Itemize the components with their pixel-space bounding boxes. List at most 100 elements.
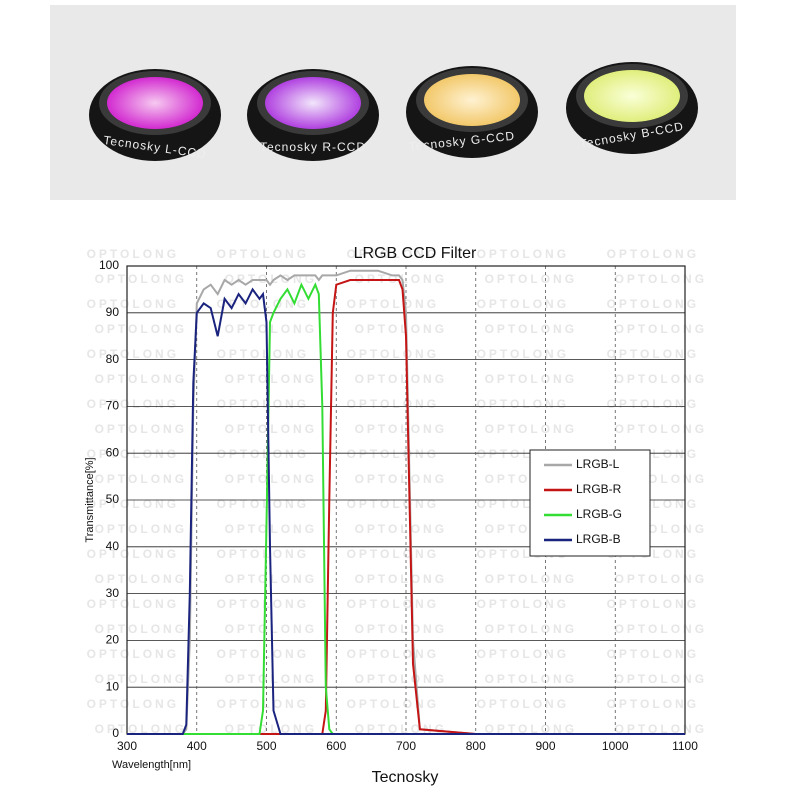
watermark: OPTOLONG xyxy=(225,672,317,686)
watermark: OPTOLONG xyxy=(95,372,187,386)
y-tick-label: 60 xyxy=(106,445,120,459)
watermark: OPTOLONG xyxy=(217,397,309,411)
watermark: OPTOLONG xyxy=(477,297,569,311)
filter: Tecnosky R-CCD xyxy=(247,69,379,161)
watermark: OPTOLONG xyxy=(95,472,187,486)
watermark: OPTOLONG xyxy=(347,247,439,261)
watermark: OPTOLONG xyxy=(355,622,447,636)
watermark: OPTOLONG xyxy=(217,647,309,661)
y-tick-label: 70 xyxy=(106,399,120,413)
watermark: OPTOLONG xyxy=(87,397,179,411)
watermark: OPTOLONG xyxy=(477,247,569,261)
filter: Tecnosky B-CCD xyxy=(566,62,698,154)
watermark: OPTOLONG xyxy=(615,322,707,336)
watermark: OPTOLONG xyxy=(347,647,439,661)
watermark: OPTOLONG xyxy=(347,397,439,411)
watermark: OPTOLONG xyxy=(355,572,447,586)
watermark: OPTOLONG xyxy=(87,597,179,611)
watermark: OPTOLONG xyxy=(355,422,447,436)
series-line xyxy=(127,287,685,735)
watermark: OPTOLONG xyxy=(355,722,447,736)
y-tick-label: 0 xyxy=(112,726,119,740)
watermark: OPTOLONG xyxy=(95,572,187,586)
watermark: OPTOLONG xyxy=(355,322,447,336)
watermark: OPTOLONG xyxy=(347,547,439,561)
watermark: OPTOLONG xyxy=(347,697,439,711)
watermark: OPTOLONG xyxy=(217,597,309,611)
legend-label: LRGB-G xyxy=(576,507,622,521)
watermark: OPTOLONG xyxy=(87,697,179,711)
watermark: OPTOLONG xyxy=(225,572,317,586)
watermark: OPTOLONG xyxy=(87,547,179,561)
watermark: OPTOLONG xyxy=(607,247,699,261)
watermark: OPTOLONG xyxy=(355,672,447,686)
x-tick-label: 900 xyxy=(535,739,555,753)
x-tick-label: 700 xyxy=(396,739,416,753)
watermark: OPTOLONG xyxy=(485,272,577,286)
watermark: OPTOLONG xyxy=(87,447,179,461)
watermark: OPTOLONG xyxy=(217,347,309,361)
watermark: OPTOLONG xyxy=(217,447,309,461)
watermark: OPTOLONG xyxy=(225,472,317,486)
watermark: OPTOLONG xyxy=(87,497,179,511)
watermark: OPTOLONG xyxy=(225,522,317,536)
watermark: OPTOLONG xyxy=(477,597,569,611)
watermark: OPTOLONG xyxy=(477,397,569,411)
watermark: OPTOLONG xyxy=(95,522,187,536)
watermark: OPTOLONG xyxy=(607,647,699,661)
watermark: OPTOLONG xyxy=(607,597,699,611)
caption: Tecnosky xyxy=(372,769,439,786)
series-line xyxy=(127,269,685,735)
watermark: OPTOLONG xyxy=(225,722,317,736)
watermark: OPTOLONG xyxy=(95,422,187,436)
watermark: OPTOLONG xyxy=(95,672,187,686)
y-tick-label: 50 xyxy=(106,492,120,506)
y-tick-label: 20 xyxy=(106,633,120,647)
y-tick-label: 40 xyxy=(106,539,120,553)
watermark: OPTOLONG xyxy=(477,647,569,661)
legend-label: LRGB-L xyxy=(576,457,620,471)
watermark: OPTOLONG xyxy=(347,297,439,311)
plot: 0 10 20 30 40 50 60 70 80 90 100 300 400 500 600 700 800… xyxy=(99,258,698,753)
watermark: OPTOLONG xyxy=(485,572,577,586)
watermark: OPTOLONG xyxy=(355,372,447,386)
watermark: OPTOLONG xyxy=(347,497,439,511)
watermark: OPTOLONG xyxy=(355,522,447,536)
filter: Tecnosky L-CCD xyxy=(89,69,221,161)
x-axis-label: Wavelength[nm] xyxy=(112,759,191,771)
watermark: OPTOLONG xyxy=(217,697,309,711)
x-tick-label: 1100 xyxy=(672,739,698,753)
watermark: OPTOLONG xyxy=(225,372,317,386)
watermark: OPTOLONG xyxy=(87,347,179,361)
watermark: OPTOLONG xyxy=(87,647,179,661)
watermark: OPTOLONG xyxy=(485,622,577,636)
x-tick-label: 300 xyxy=(117,739,137,753)
x-tick-label: 600 xyxy=(326,739,346,753)
x-tick-label: 500 xyxy=(256,739,276,753)
x-tick-label: 400 xyxy=(187,739,207,753)
watermark: OPTOLONG xyxy=(347,447,439,461)
watermark: OPTOLONG xyxy=(95,622,187,636)
watermark: OPTOLONG xyxy=(607,297,699,311)
filter-label: Tecnosky R-CCD xyxy=(260,140,366,154)
watermark: OPTOLONG xyxy=(615,672,707,686)
watermark: OPTOLONG xyxy=(347,597,439,611)
watermark: OPTOLONG xyxy=(477,347,569,361)
watermark: OPTOLONG xyxy=(615,372,707,386)
watermark: OPTOLONG xyxy=(87,297,179,311)
watermark: OPTOLONG xyxy=(485,422,577,436)
y-tick-label: 100 xyxy=(99,258,119,272)
x-tick-label: 800 xyxy=(466,739,486,753)
watermark: OPTOLONG xyxy=(217,547,309,561)
legend-label: LRGB-R xyxy=(576,482,622,496)
watermark: OPTOLONG xyxy=(217,297,309,311)
y-tick-label: 90 xyxy=(106,305,120,319)
watermark-layer: OPTOLONG OPTOLONG OPTOLONG OPTOLONG OPTOLONG… xyxy=(87,247,707,736)
watermark: OPTOLONG xyxy=(485,672,577,686)
watermark: OPTOLONG xyxy=(217,247,309,261)
watermark: OPTOLONG xyxy=(485,372,577,386)
y-tick-label: 30 xyxy=(106,586,120,600)
legend-label: LRGB-B xyxy=(576,532,621,546)
watermark: OPTOLONG xyxy=(615,272,707,286)
